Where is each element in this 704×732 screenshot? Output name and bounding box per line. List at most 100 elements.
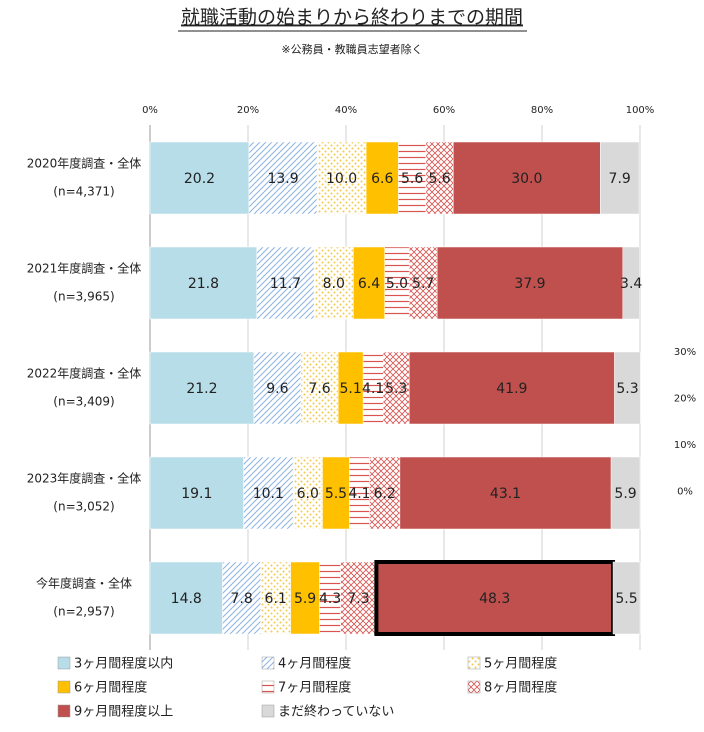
bar-segment xyxy=(149,246,258,320)
legend-label: 7ヶ月間程度 xyxy=(278,680,351,696)
legend-swatch xyxy=(261,704,275,718)
legend-swatch xyxy=(467,656,481,670)
data-label: 10.0 xyxy=(326,171,357,187)
bar-segment xyxy=(612,561,641,635)
x-tick-label: 20% xyxy=(237,105,259,116)
y-tick-label: 2020年度調査・全体 xyxy=(27,156,142,171)
bar-segment xyxy=(382,351,410,425)
annotation: 10% xyxy=(674,440,696,451)
legend-swatch xyxy=(261,680,275,694)
legend-label: 4ヶ月間程度 xyxy=(278,656,351,672)
data-label: 20.2 xyxy=(184,171,215,187)
bar-segment xyxy=(337,351,364,425)
sample-size: (n=3,409) xyxy=(53,395,114,409)
bar-segment xyxy=(322,456,350,530)
data-label: 6.2 xyxy=(374,486,396,502)
legend-swatch xyxy=(57,656,71,670)
bar-segment xyxy=(149,141,250,215)
bar-segment xyxy=(313,246,354,320)
data-label: 6.4 xyxy=(358,276,380,292)
data-label: 5.0 xyxy=(386,276,408,292)
bar-segment xyxy=(316,141,367,215)
x-tick-label: 0% xyxy=(142,105,158,116)
data-label: 30.0 xyxy=(511,171,542,187)
x-tick-label: 100% xyxy=(626,105,655,116)
data-label: 14.8 xyxy=(171,591,202,607)
bar-segment xyxy=(353,246,385,320)
y-tick-label: 今年度調査・全体 xyxy=(36,576,132,591)
legend-swatch xyxy=(467,680,481,694)
data-label: 48.3 xyxy=(479,591,510,607)
bar-segment xyxy=(222,561,261,635)
data-label: 43.1 xyxy=(490,486,521,502)
data-label: 19.1 xyxy=(181,486,212,502)
data-label: 13.9 xyxy=(267,171,298,187)
legend-label: 8ヶ月間程度 xyxy=(484,680,557,696)
x-tick-label: 40% xyxy=(335,105,357,116)
data-label: 41.9 xyxy=(496,381,527,397)
legend-swatch xyxy=(261,656,275,670)
data-label: 9.6 xyxy=(266,381,288,397)
data-label: 7.9 xyxy=(609,171,631,187)
data-label: 4.1 xyxy=(362,381,384,397)
data-label: 5.9 xyxy=(294,591,316,607)
bar-segment xyxy=(408,351,615,425)
data-label: 4.3 xyxy=(319,591,341,607)
x-tick-label: 60% xyxy=(433,105,455,116)
bar-segment xyxy=(408,246,438,320)
bar-segment xyxy=(290,561,320,635)
data-label: 7.3 xyxy=(347,591,369,607)
y-tick-label: 2022年度調査・全体 xyxy=(27,366,142,381)
legend-label: 6ヶ月間程度 xyxy=(74,680,147,696)
bar-segment xyxy=(253,351,302,425)
data-label: 5.5 xyxy=(615,591,637,607)
data-label: 6.6 xyxy=(371,171,393,187)
x-tick-label: 80% xyxy=(531,105,553,116)
sample-size: (n=3,052) xyxy=(53,500,114,514)
data-label: 5.3 xyxy=(385,381,407,397)
bar-segment xyxy=(436,246,624,320)
data-label: 4.1 xyxy=(348,486,370,502)
y-tick-label: 2021年度調査・全体 xyxy=(27,261,142,276)
data-label: 5.6 xyxy=(401,171,423,187)
data-label: 21.8 xyxy=(188,276,219,292)
legend-label: 9ヶ月間程度以上 xyxy=(74,704,173,720)
chart-subtitle: ※公務員・教職員志望者除く xyxy=(281,42,422,56)
legend-label: 5ヶ月間程度 xyxy=(484,656,557,672)
sample-size: (n=3,965) xyxy=(53,290,114,304)
y-tick-label: 2023年度調査・全体 xyxy=(27,471,142,486)
bar-segment xyxy=(614,351,641,425)
bar-segment xyxy=(453,141,601,215)
data-label: 3.4 xyxy=(620,276,642,292)
bar-segment xyxy=(300,351,339,425)
data-label: 6.1 xyxy=(265,591,287,607)
bar-segment xyxy=(292,456,323,530)
legend-swatch xyxy=(57,704,71,718)
data-label: 37.9 xyxy=(514,276,545,292)
bar-segment xyxy=(260,561,291,635)
data-label: 21.2 xyxy=(186,381,217,397)
data-label: 5.1 xyxy=(340,381,362,397)
sample-size: (n=2,957) xyxy=(53,605,114,619)
legend-swatch xyxy=(57,680,71,694)
legend-label: まだ終わっていない xyxy=(278,704,394,720)
data-label: 8.0 xyxy=(323,276,345,292)
data-label: 5.7 xyxy=(412,276,434,292)
bar-segment xyxy=(610,456,641,530)
data-label: 5.5 xyxy=(325,486,347,502)
bar-segment xyxy=(149,351,255,425)
data-label: 10.1 xyxy=(253,486,284,502)
data-label: 5.3 xyxy=(616,381,638,397)
legend-label: 3ヶ月間程度以内 xyxy=(74,656,173,672)
data-label: 5.9 xyxy=(614,486,636,502)
data-label: 7.8 xyxy=(230,591,252,607)
bar-segment xyxy=(399,456,612,530)
chart-title: 就職活動の始まりから終わりまでの期間 xyxy=(181,7,523,29)
annotation: 20% xyxy=(674,394,696,405)
bar-segment xyxy=(384,246,410,320)
bar-segment xyxy=(340,561,377,635)
bar-segment xyxy=(149,561,223,635)
sample-size: (n=4,371) xyxy=(53,185,114,199)
bar-segment xyxy=(425,141,454,215)
